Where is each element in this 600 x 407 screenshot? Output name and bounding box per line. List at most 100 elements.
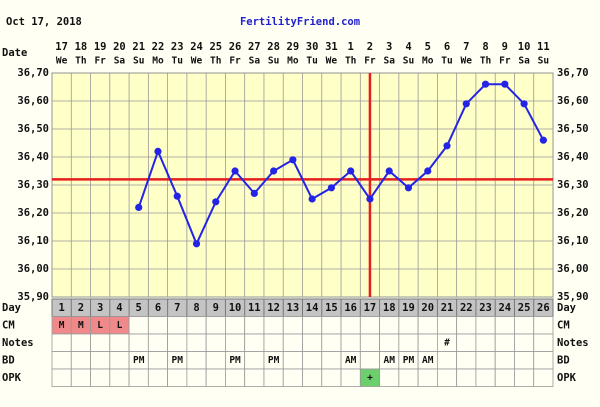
- weekday: Th: [345, 56, 356, 67]
- x-tick-label: 17: [364, 302, 377, 314]
- cell: [379, 333, 400, 352]
- cell: [533, 351, 554, 370]
- cell: [186, 368, 207, 387]
- row-label: OPK: [2, 372, 22, 384]
- cell-text: L: [117, 320, 123, 331]
- cell: [302, 368, 323, 387]
- cell: [494, 368, 515, 387]
- date: 4: [405, 41, 411, 53]
- row-label: CM: [2, 319, 15, 331]
- date: 17: [55, 41, 68, 53]
- temperature-point: [173, 192, 181, 200]
- cell: [475, 368, 496, 387]
- cell: [321, 368, 342, 387]
- weekday: Fr: [229, 56, 241, 67]
- x-tick-label: 18: [383, 302, 396, 314]
- date: 18: [75, 41, 88, 53]
- cell-text: AM: [383, 355, 395, 366]
- y-tick-label-right: 36,40: [557, 151, 589, 163]
- cell: [282, 351, 303, 370]
- x-tick-label: 2: [78, 302, 84, 314]
- cell: [205, 316, 226, 335]
- date: 8: [482, 41, 488, 53]
- date: 5: [425, 41, 431, 53]
- cell: [244, 351, 265, 370]
- site-name: FertilityFriend.com: [240, 16, 360, 28]
- cell: [186, 351, 207, 370]
- cell: [147, 333, 169, 352]
- cell: [109, 333, 130, 352]
- cell: [533, 333, 554, 352]
- date-label: Date: [2, 47, 27, 59]
- date: 22: [152, 41, 165, 53]
- cell: [340, 368, 361, 387]
- cell: [186, 333, 207, 352]
- cell: [514, 368, 535, 387]
- temperature-point: [539, 136, 547, 144]
- y-tick-label: 36,60: [17, 95, 49, 107]
- y-tick-label-right: 35,90: [557, 291, 589, 303]
- cell: [456, 368, 477, 387]
- cell: [90, 351, 111, 370]
- weekday: Su: [268, 56, 279, 67]
- x-tick-label: 14: [306, 302, 319, 314]
- date: 1: [348, 41, 354, 53]
- temperature-point: [135, 203, 143, 211]
- date: 19: [94, 41, 107, 53]
- cell: [340, 316, 361, 335]
- cell: [147, 368, 169, 387]
- chart-title: Oct 17, 2018: [6, 16, 82, 28]
- date: 9: [502, 41, 508, 53]
- cell: [225, 368, 246, 387]
- x-tick-label: 11: [248, 302, 261, 314]
- cell: [109, 368, 130, 387]
- cell: [475, 333, 496, 352]
- date: 10: [518, 41, 531, 53]
- row-label-right: CM: [557, 319, 570, 331]
- temperature-line: [137, 83, 545, 247]
- cell: [109, 351, 130, 370]
- date: 25: [209, 41, 222, 53]
- temperature-point: [347, 167, 355, 175]
- cell: [263, 316, 284, 335]
- cell: [398, 333, 419, 352]
- temperature-point: [212, 198, 220, 206]
- cell: [244, 368, 265, 387]
- weekday: Sa: [518, 56, 530, 67]
- cell: [167, 368, 188, 387]
- date: 30: [306, 41, 319, 53]
- cell: [359, 351, 380, 370]
- x-tick-label: 20: [421, 302, 434, 314]
- cell-text: PM: [133, 355, 145, 366]
- cell-text: PM: [229, 355, 241, 366]
- cell-text: L: [97, 320, 103, 331]
- cell: [70, 333, 91, 352]
- temperature-point: [404, 184, 413, 192]
- cell: [225, 333, 246, 352]
- x-tick-label: 26: [537, 302, 550, 314]
- y-tick-label-right: 36,60: [557, 95, 589, 107]
- cell: [147, 316, 169, 335]
- weekday: Su: [403, 56, 414, 67]
- weekday: We: [56, 56, 68, 67]
- x-tick-label: 1: [58, 302, 64, 314]
- cell: [128, 368, 149, 387]
- x-tick-label: 9: [213, 302, 219, 314]
- cell: [514, 333, 535, 352]
- cell: [205, 368, 226, 387]
- temperature-point: [327, 184, 336, 192]
- cell: [51, 351, 72, 370]
- weekday: Sa: [383, 56, 395, 67]
- date: 7: [463, 41, 469, 53]
- cell: [167, 333, 188, 352]
- cell: [533, 316, 554, 335]
- x-tick-label: 10: [229, 302, 242, 314]
- cell: [244, 316, 265, 335]
- temperature-point: [308, 195, 316, 203]
- cell: [494, 351, 515, 370]
- cell-text: M: [59, 320, 65, 331]
- cell: [51, 368, 72, 387]
- cell-text: AM: [345, 355, 357, 366]
- cell: [379, 368, 400, 387]
- cell: [359, 316, 380, 335]
